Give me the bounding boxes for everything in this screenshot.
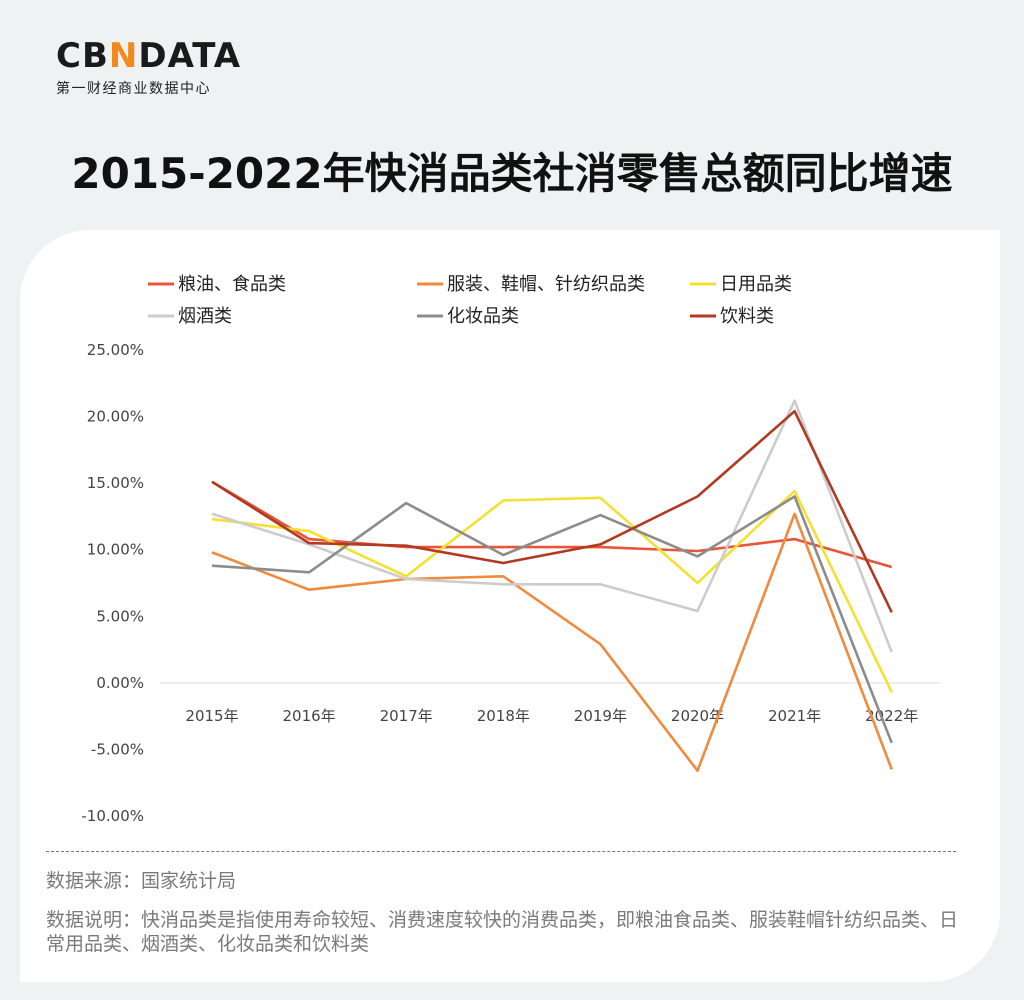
series-line-5 bbox=[211, 495, 893, 744]
legend-label: 烟酒类 bbox=[178, 306, 232, 327]
logo-accent: N bbox=[108, 36, 139, 76]
y-tick-label: -10.00% bbox=[81, 807, 144, 825]
y-tick-label: 20.00% bbox=[87, 408, 144, 426]
legend-label: 日用品类 bbox=[720, 274, 792, 295]
x-tick-label: 2018年 bbox=[477, 707, 530, 725]
y-tick-label: 25.00% bbox=[87, 341, 144, 359]
description-note: 数据说明：快消品类是指使用寿命较短、消费速度较快的消费品类，即粮油食品类、服装鞋… bbox=[46, 909, 959, 955]
x-tick-label: 2021年 bbox=[768, 707, 821, 725]
legend-label: 粮油、食品类 bbox=[178, 274, 286, 295]
series-line-4 bbox=[211, 399, 893, 653]
logo-suffix: DATA bbox=[138, 36, 242, 76]
source-note: 数据来源：国家统计局 bbox=[46, 870, 237, 892]
x-tick-label: 2015年 bbox=[185, 707, 238, 725]
x-tick-label: 2020年 bbox=[671, 707, 724, 725]
logo-prefix: CB bbox=[56, 36, 109, 76]
y-tick-label: 5.00% bbox=[96, 607, 144, 625]
legend-label: 饮料类 bbox=[720, 306, 774, 327]
legend-label: 服装、鞋帽、针纺织品类 bbox=[447, 274, 645, 295]
y-tick-label: 10.00% bbox=[87, 541, 144, 559]
y-tick-label: 15.00% bbox=[87, 474, 144, 492]
footer-divider bbox=[46, 851, 956, 852]
series-line-6 bbox=[211, 409, 893, 613]
x-tick-label: 2016年 bbox=[283, 707, 336, 725]
legend-label: 化妆品类 bbox=[447, 306, 519, 327]
series-line-1 bbox=[211, 480, 893, 569]
y-tick-label: -5.00% bbox=[91, 740, 144, 758]
y-tick-label: 0.00% bbox=[96, 674, 144, 692]
logo-wordmark: CBNDATA bbox=[56, 38, 241, 74]
logo-tagline: 第一财经商业数据中心 bbox=[56, 81, 211, 97]
brand-logo: CBNDATA 第一财经商业数据中心 bbox=[56, 38, 241, 98]
page-title: 2015-2022年快消品类社消零售总额同比增速 bbox=[71, 149, 953, 198]
x-tick-label: 2017年 bbox=[380, 707, 433, 725]
x-tick-label: 2019年 bbox=[574, 707, 627, 725]
series-line-3 bbox=[211, 489, 893, 693]
series-line-2 bbox=[211, 512, 893, 773]
